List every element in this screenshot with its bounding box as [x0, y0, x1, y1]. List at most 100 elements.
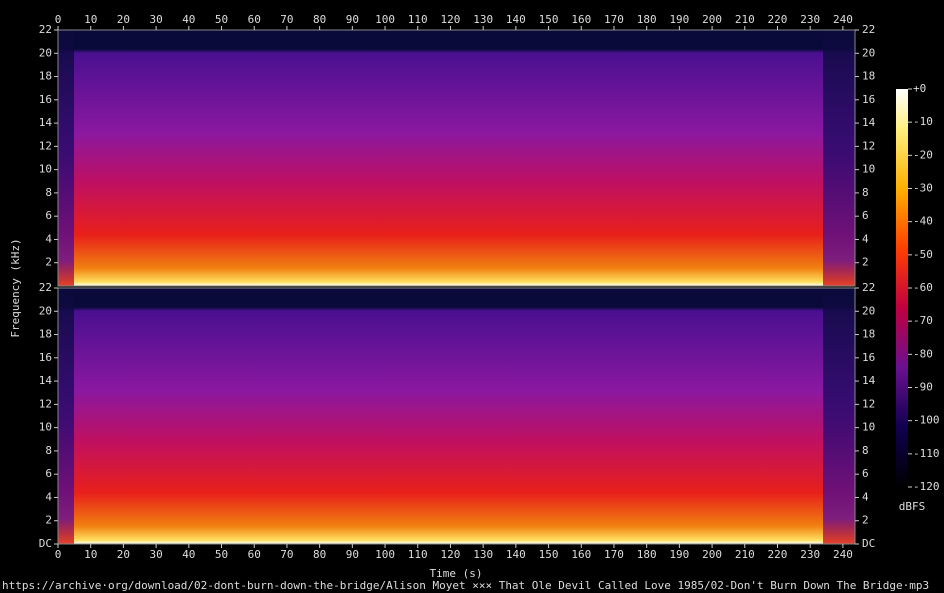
x-tick-label: 90: [346, 548, 359, 561]
y-tick-label-right: 22: [862, 23, 875, 36]
y-tick-label: 20: [39, 46, 52, 59]
x-tick-label-top: 140: [506, 13, 526, 26]
x-tick-label: 130: [473, 548, 493, 561]
x-tick-label: 200: [702, 548, 722, 561]
x-tick-label: 60: [248, 548, 261, 561]
spectrogram-panel: [58, 30, 855, 286]
y-tick-label-right: 6: [862, 209, 869, 222]
x-tick-label: 20: [117, 548, 130, 561]
y-tick-label-right: 2: [862, 514, 869, 527]
x-tick-label: 160: [571, 548, 591, 561]
x-tick-label-top: 120: [441, 13, 461, 26]
y-tick-label-right: 2: [862, 256, 869, 269]
x-tick-label-top: 170: [604, 13, 624, 26]
y-tick-label-right: DC: [862, 537, 875, 550]
y-tick-label: 4: [45, 232, 52, 245]
x-tick-label: 30: [149, 548, 162, 561]
x-tick-label: 230: [800, 548, 820, 561]
y-tick-label: 14: [39, 374, 53, 387]
spectrogram-tail: [823, 288, 855, 544]
colorbar-tick-label: -10: [913, 115, 933, 128]
x-tick-label-top: 50: [215, 13, 228, 26]
y-tick-label-right: 16: [862, 93, 875, 106]
x-tick-label: 140: [506, 548, 526, 561]
y-tick-label-right: 18: [862, 70, 875, 83]
y-tick-label-right: 20: [862, 304, 875, 317]
x-tick-label-top: 190: [669, 13, 689, 26]
y-tick-label-right: 4: [862, 232, 869, 245]
x-tick-label: 170: [604, 548, 624, 561]
y-tick-label-right: 14: [862, 116, 876, 129]
x-tick-label: 240: [833, 548, 853, 561]
x-tick-label-top: 130: [473, 13, 493, 26]
y-tick-label-right: 22: [862, 281, 875, 294]
x-tick-label-top: 100: [375, 13, 395, 26]
y-tick-label: 16: [39, 93, 52, 106]
y-tick-label: 18: [39, 70, 52, 83]
x-tick-label-top: 20: [117, 13, 130, 26]
x-tick-label-top: 150: [539, 13, 559, 26]
x-tick-label: 180: [637, 548, 657, 561]
colorbar-tick-label: -100: [913, 414, 940, 427]
x-tick-label-top: 220: [768, 13, 788, 26]
x-tick-label: 70: [280, 548, 293, 561]
x-tick-label-top: 160: [571, 13, 591, 26]
y-axis-label: Frequency (kHz): [9, 238, 22, 337]
colorbar-tick-label: -60: [913, 281, 933, 294]
colorbar-tick-label: -20: [913, 148, 933, 161]
x-tick-label: 40: [182, 548, 195, 561]
caption: https://archive·org/download/02-dont-bur…: [2, 579, 929, 592]
colorbar-label: dBFS: [899, 500, 926, 513]
x-tick-label-top: 80: [313, 13, 326, 26]
y-tick-label: 20: [39, 304, 52, 317]
x-tick-label-top: 40: [182, 13, 195, 26]
panel-frame: [57, 29, 856, 287]
spectrogram-tail: [823, 30, 855, 286]
y-tick-label-right: 10: [862, 163, 875, 176]
y-tick-label: 22: [39, 23, 52, 36]
y-tick-label: 22: [39, 281, 52, 294]
x-tick-label: 10: [84, 548, 97, 561]
x-tick-label: 120: [441, 548, 461, 561]
y-tick-label: 12: [39, 397, 52, 410]
x-tick-label: 190: [669, 548, 689, 561]
x-tick-label: 50: [215, 548, 228, 561]
x-tick-label-top: 230: [800, 13, 820, 26]
y-tick-label-right: 12: [862, 397, 875, 410]
y-tick-label-right: 10: [862, 421, 875, 434]
colorbar-tick-label: -30: [913, 182, 933, 195]
colorbar-tick-label: -120: [913, 480, 940, 493]
colorbar-tick-label: -80: [913, 347, 933, 360]
panel-frame: [57, 287, 856, 545]
colorbar-tick-label: -50: [913, 248, 933, 261]
y-tick-label: 12: [39, 139, 52, 152]
x-tick-label-top: 30: [149, 13, 162, 26]
y-tick-label-right: 4: [862, 490, 869, 503]
x-tick-label-top: 0: [55, 13, 62, 26]
y-tick-label-right: 12: [862, 139, 875, 152]
y-tick-label: 10: [39, 163, 52, 176]
x-tick-label: 0: [55, 548, 62, 561]
y-tick-label-right: 20: [862, 46, 875, 59]
x-tick-label-top: 10: [84, 13, 97, 26]
x-tick-label-top: 210: [735, 13, 755, 26]
y-tick-label: 18: [39, 328, 52, 341]
x-tick-label: 220: [768, 548, 788, 561]
x-tick-label: 110: [408, 548, 428, 561]
y-tick-label-right: 8: [862, 186, 869, 199]
y-tick-label: 16: [39, 351, 52, 364]
y-tick-label: 8: [45, 444, 52, 457]
x-tick-label: 210: [735, 548, 755, 561]
x-tick-label: 100: [375, 548, 395, 561]
colorbar-tick-label: -110: [913, 447, 940, 460]
x-tick-label-top: 180: [637, 13, 657, 26]
y-tick-label: DC: [39, 537, 52, 550]
spectrogram-panel: [58, 288, 855, 544]
x-tick-label: 150: [539, 548, 559, 561]
y-tick-label: 6: [45, 209, 52, 222]
y-tick-label: 10: [39, 421, 52, 434]
y-tick-label-right: 6: [862, 467, 869, 480]
y-tick-label-right: 8: [862, 444, 869, 457]
y-tick-label: 8: [45, 186, 52, 199]
x-tick-label-top: 240: [833, 13, 853, 26]
